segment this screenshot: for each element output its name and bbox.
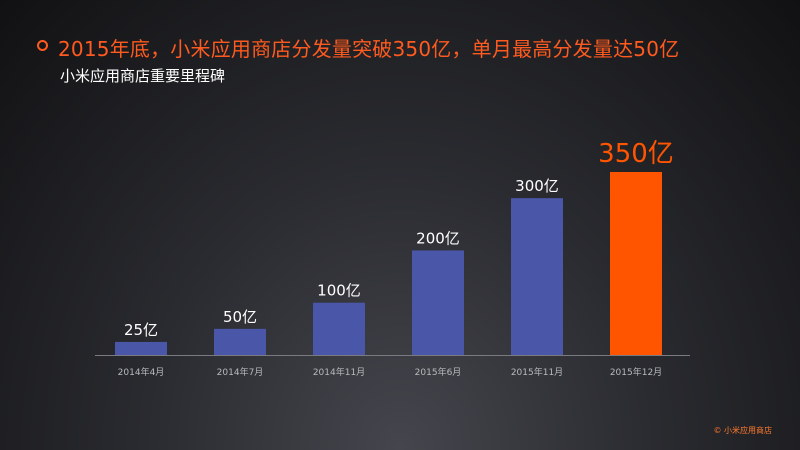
data-label-4: 300亿	[515, 177, 559, 195]
bar-3	[412, 250, 464, 355]
x-tick-label-0: 2014年4月	[118, 366, 165, 378]
x-tick-label-4: 2015年11月	[511, 366, 563, 378]
footer-logo: © 小米应用商店	[713, 426, 772, 435]
title-bullet-icon	[37, 40, 48, 51]
x-tick-label-2: 2014年11月	[313, 366, 365, 378]
x-tick-label-1: 2014年7月	[217, 366, 264, 378]
bar-4	[511, 198, 563, 355]
x-tick-label-5: 2015年12月	[610, 366, 662, 378]
data-label-1: 50亿	[223, 308, 257, 326]
data-label-5: 350亿	[598, 139, 674, 169]
data-label-3: 200亿	[416, 229, 460, 247]
bar-1	[214, 328, 266, 355]
data-label-0: 25亿	[124, 321, 158, 339]
bar-5	[610, 172, 662, 355]
bar-0	[115, 341, 167, 355]
bar-2	[313, 302, 365, 355]
slide-subtitle: 小米应用商店重要里程碑	[60, 67, 226, 85]
slide-title: 2015年底，小米应用商店分发量突破350亿，单月最高分发量达50亿	[58, 37, 680, 61]
data-label-2: 100亿	[317, 282, 361, 300]
x-tick-label-3: 2015年6月	[415, 366, 462, 378]
